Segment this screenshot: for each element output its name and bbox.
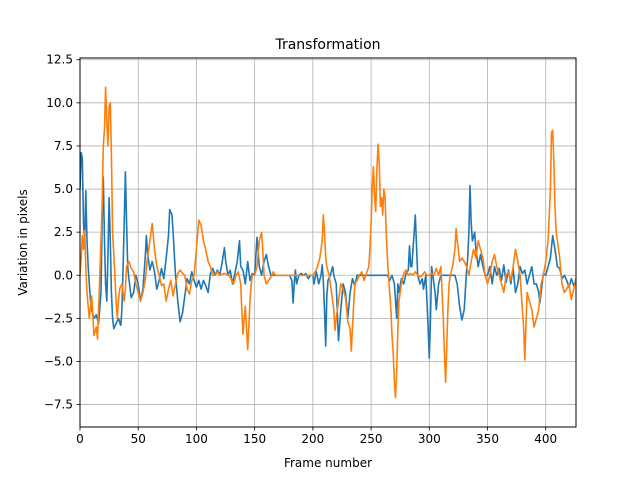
y-tick-label: 5.0 (54, 182, 73, 196)
y-tick-label: 12.5 (46, 53, 73, 67)
y-tick-label: 10.0 (46, 96, 73, 110)
series-layer (80, 86, 576, 399)
y-tick-label: −5.0 (44, 354, 73, 368)
x-tick-label: 250 (360, 432, 383, 446)
x-tick-label: 100 (185, 432, 208, 446)
x-axis-ticks: 0 50 100 150 200 250 300 350 400 (76, 427, 557, 446)
chart-title: Transformation (274, 37, 380, 53)
y-tick-label: 0.0 (54, 268, 73, 282)
y-tick-label: −7.5 (44, 398, 73, 412)
x-tick-label: 300 (418, 432, 441, 446)
x-tick-label: 50 (131, 432, 146, 446)
x-axis-label: Frame number (284, 456, 372, 470)
y-tick-label: −2.5 (44, 311, 73, 325)
grid (79, 58, 576, 427)
series-line-1 (80, 152, 576, 359)
y-axis-label: Variation in pixels (16, 189, 30, 295)
x-tick-label: 350 (476, 432, 499, 446)
series-line-2 (80, 86, 576, 399)
x-tick-label: 200 (301, 432, 324, 446)
plot-frame (79, 57, 577, 428)
plot-area (80, 58, 576, 427)
y-tick-label: 2.5 (54, 225, 73, 239)
y-tick-label: 7.5 (54, 139, 73, 153)
y-axis-ticks: −7.5 −5.0 −2.5 0.0 2.5 5.0 7.5 10.0 12.5 (44, 53, 80, 412)
x-tick-label: 400 (534, 432, 557, 446)
x-tick-label: 0 (76, 432, 84, 446)
x-tick-label: 150 (243, 432, 266, 446)
